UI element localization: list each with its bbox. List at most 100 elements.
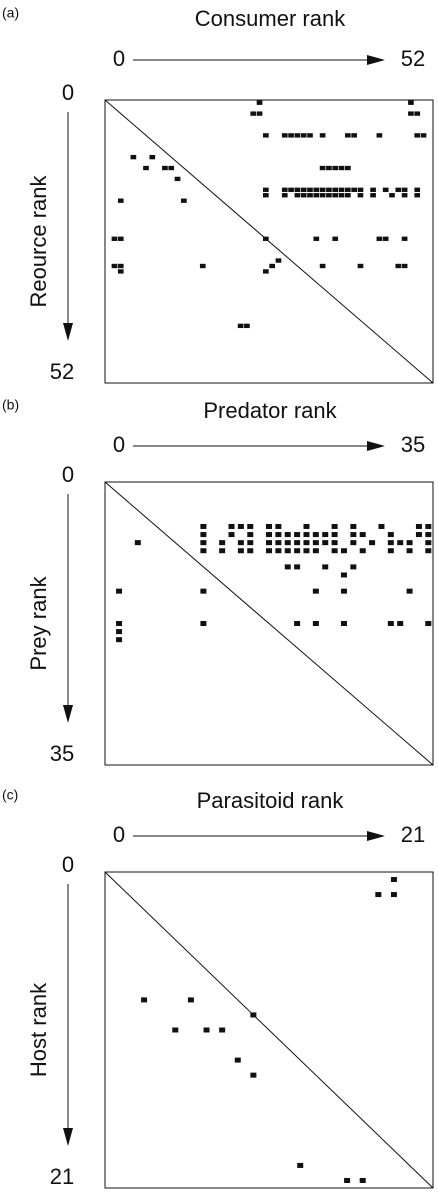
link-dot	[401, 187, 408, 192]
link-dot	[200, 540, 207, 546]
link-dot	[414, 193, 421, 198]
link-dot	[344, 1177, 351, 1183]
link-dot	[269, 263, 275, 269]
link-dot	[266, 532, 272, 538]
chart-title: Parasitoid rank	[197, 788, 345, 813]
link-dot	[387, 548, 394, 554]
link-dot	[370, 193, 376, 198]
link-dot	[395, 263, 402, 269]
link-dot	[389, 193, 395, 198]
link-dot	[294, 532, 301, 538]
link-dot	[340, 572, 347, 578]
link-dot	[414, 133, 421, 138]
link-dot	[117, 236, 124, 241]
link-dot	[387, 540, 394, 546]
link-dot	[415, 532, 422, 538]
link-dot	[387, 532, 394, 538]
link-dot	[414, 187, 421, 192]
diagonal	[104, 481, 434, 766]
panel-label: (c)	[2, 787, 18, 803]
link-dot	[200, 532, 207, 538]
arrow-head	[367, 441, 385, 451]
link-dot	[263, 193, 269, 198]
panel-label: (a)	[2, 5, 19, 21]
link-dot	[247, 523, 254, 529]
link-dot	[331, 540, 338, 546]
link-dot	[141, 997, 148, 1003]
link-dot	[357, 193, 364, 198]
link-dot	[395, 187, 402, 192]
link-dot	[382, 187, 389, 192]
link-dot	[326, 187, 332, 192]
link-dot	[187, 997, 194, 1003]
y-tick-label: 0	[62, 462, 74, 487]
link-dot	[350, 540, 357, 546]
link-dot	[376, 236, 383, 241]
y-tick-label: 0	[62, 80, 74, 105]
y-tick-label: 21	[50, 1164, 74, 1189]
link-dot	[312, 621, 319, 626]
y-axis-label: Reource rank	[26, 174, 51, 307]
link-dot	[378, 523, 385, 529]
link-dot	[307, 187, 313, 192]
link-dot	[134, 540, 141, 546]
link-dot	[319, 165, 326, 171]
link-dot	[116, 588, 123, 594]
link-dot	[332, 236, 339, 241]
link-dot	[228, 523, 235, 529]
link-dot	[382, 236, 389, 241]
link-dot	[162, 165, 168, 171]
link-dot	[397, 540, 404, 546]
link-dot	[149, 154, 156, 160]
arrow-head	[367, 831, 385, 841]
link-dot	[359, 1177, 366, 1183]
y-axis-label: Host rank	[26, 982, 51, 1077]
link-dot	[168, 165, 175, 171]
link-dot	[297, 1162, 304, 1168]
link-dot	[390, 892, 397, 898]
link-dot	[303, 540, 310, 546]
link-dot	[345, 165, 351, 171]
link-dot	[219, 548, 226, 554]
link-dot	[263, 236, 269, 241]
link-dot	[350, 564, 357, 570]
link-dot	[331, 532, 338, 538]
link-dot	[200, 548, 207, 554]
link-dot	[266, 548, 272, 554]
link-dot	[300, 187, 307, 192]
link-dot	[319, 187, 326, 192]
link-dot	[117, 263, 124, 269]
link-dot	[376, 133, 383, 138]
link-dot	[199, 263, 206, 269]
link-dot	[228, 532, 235, 538]
link-dot	[345, 193, 351, 198]
link-dot	[275, 523, 282, 529]
link-dot	[116, 637, 123, 643]
link-dot	[275, 540, 282, 546]
link-dot	[300, 133, 307, 138]
link-dot	[263, 133, 269, 138]
x-tick-label: 0	[113, 46, 125, 71]
link-dot	[312, 532, 319, 538]
link-dot	[319, 133, 326, 138]
link-dot	[338, 165, 345, 171]
link-dot	[203, 1027, 210, 1033]
link-dot	[322, 564, 329, 570]
link-dot	[350, 532, 357, 538]
link-dot	[307, 133, 313, 138]
link-dot	[312, 548, 319, 554]
link-dot	[340, 621, 347, 626]
link-dot	[408, 111, 414, 116]
link-dot	[406, 588, 413, 594]
link-dot	[390, 877, 397, 883]
link-dot	[303, 523, 310, 529]
link-dot	[247, 532, 254, 538]
link-dot	[408, 100, 414, 105]
link-dot	[219, 1027, 226, 1033]
link-dot	[247, 540, 254, 546]
link-dot	[313, 236, 320, 241]
link-dot	[130, 154, 137, 160]
link-dot	[294, 548, 301, 554]
link-dot	[303, 532, 310, 538]
link-dot	[284, 540, 291, 546]
